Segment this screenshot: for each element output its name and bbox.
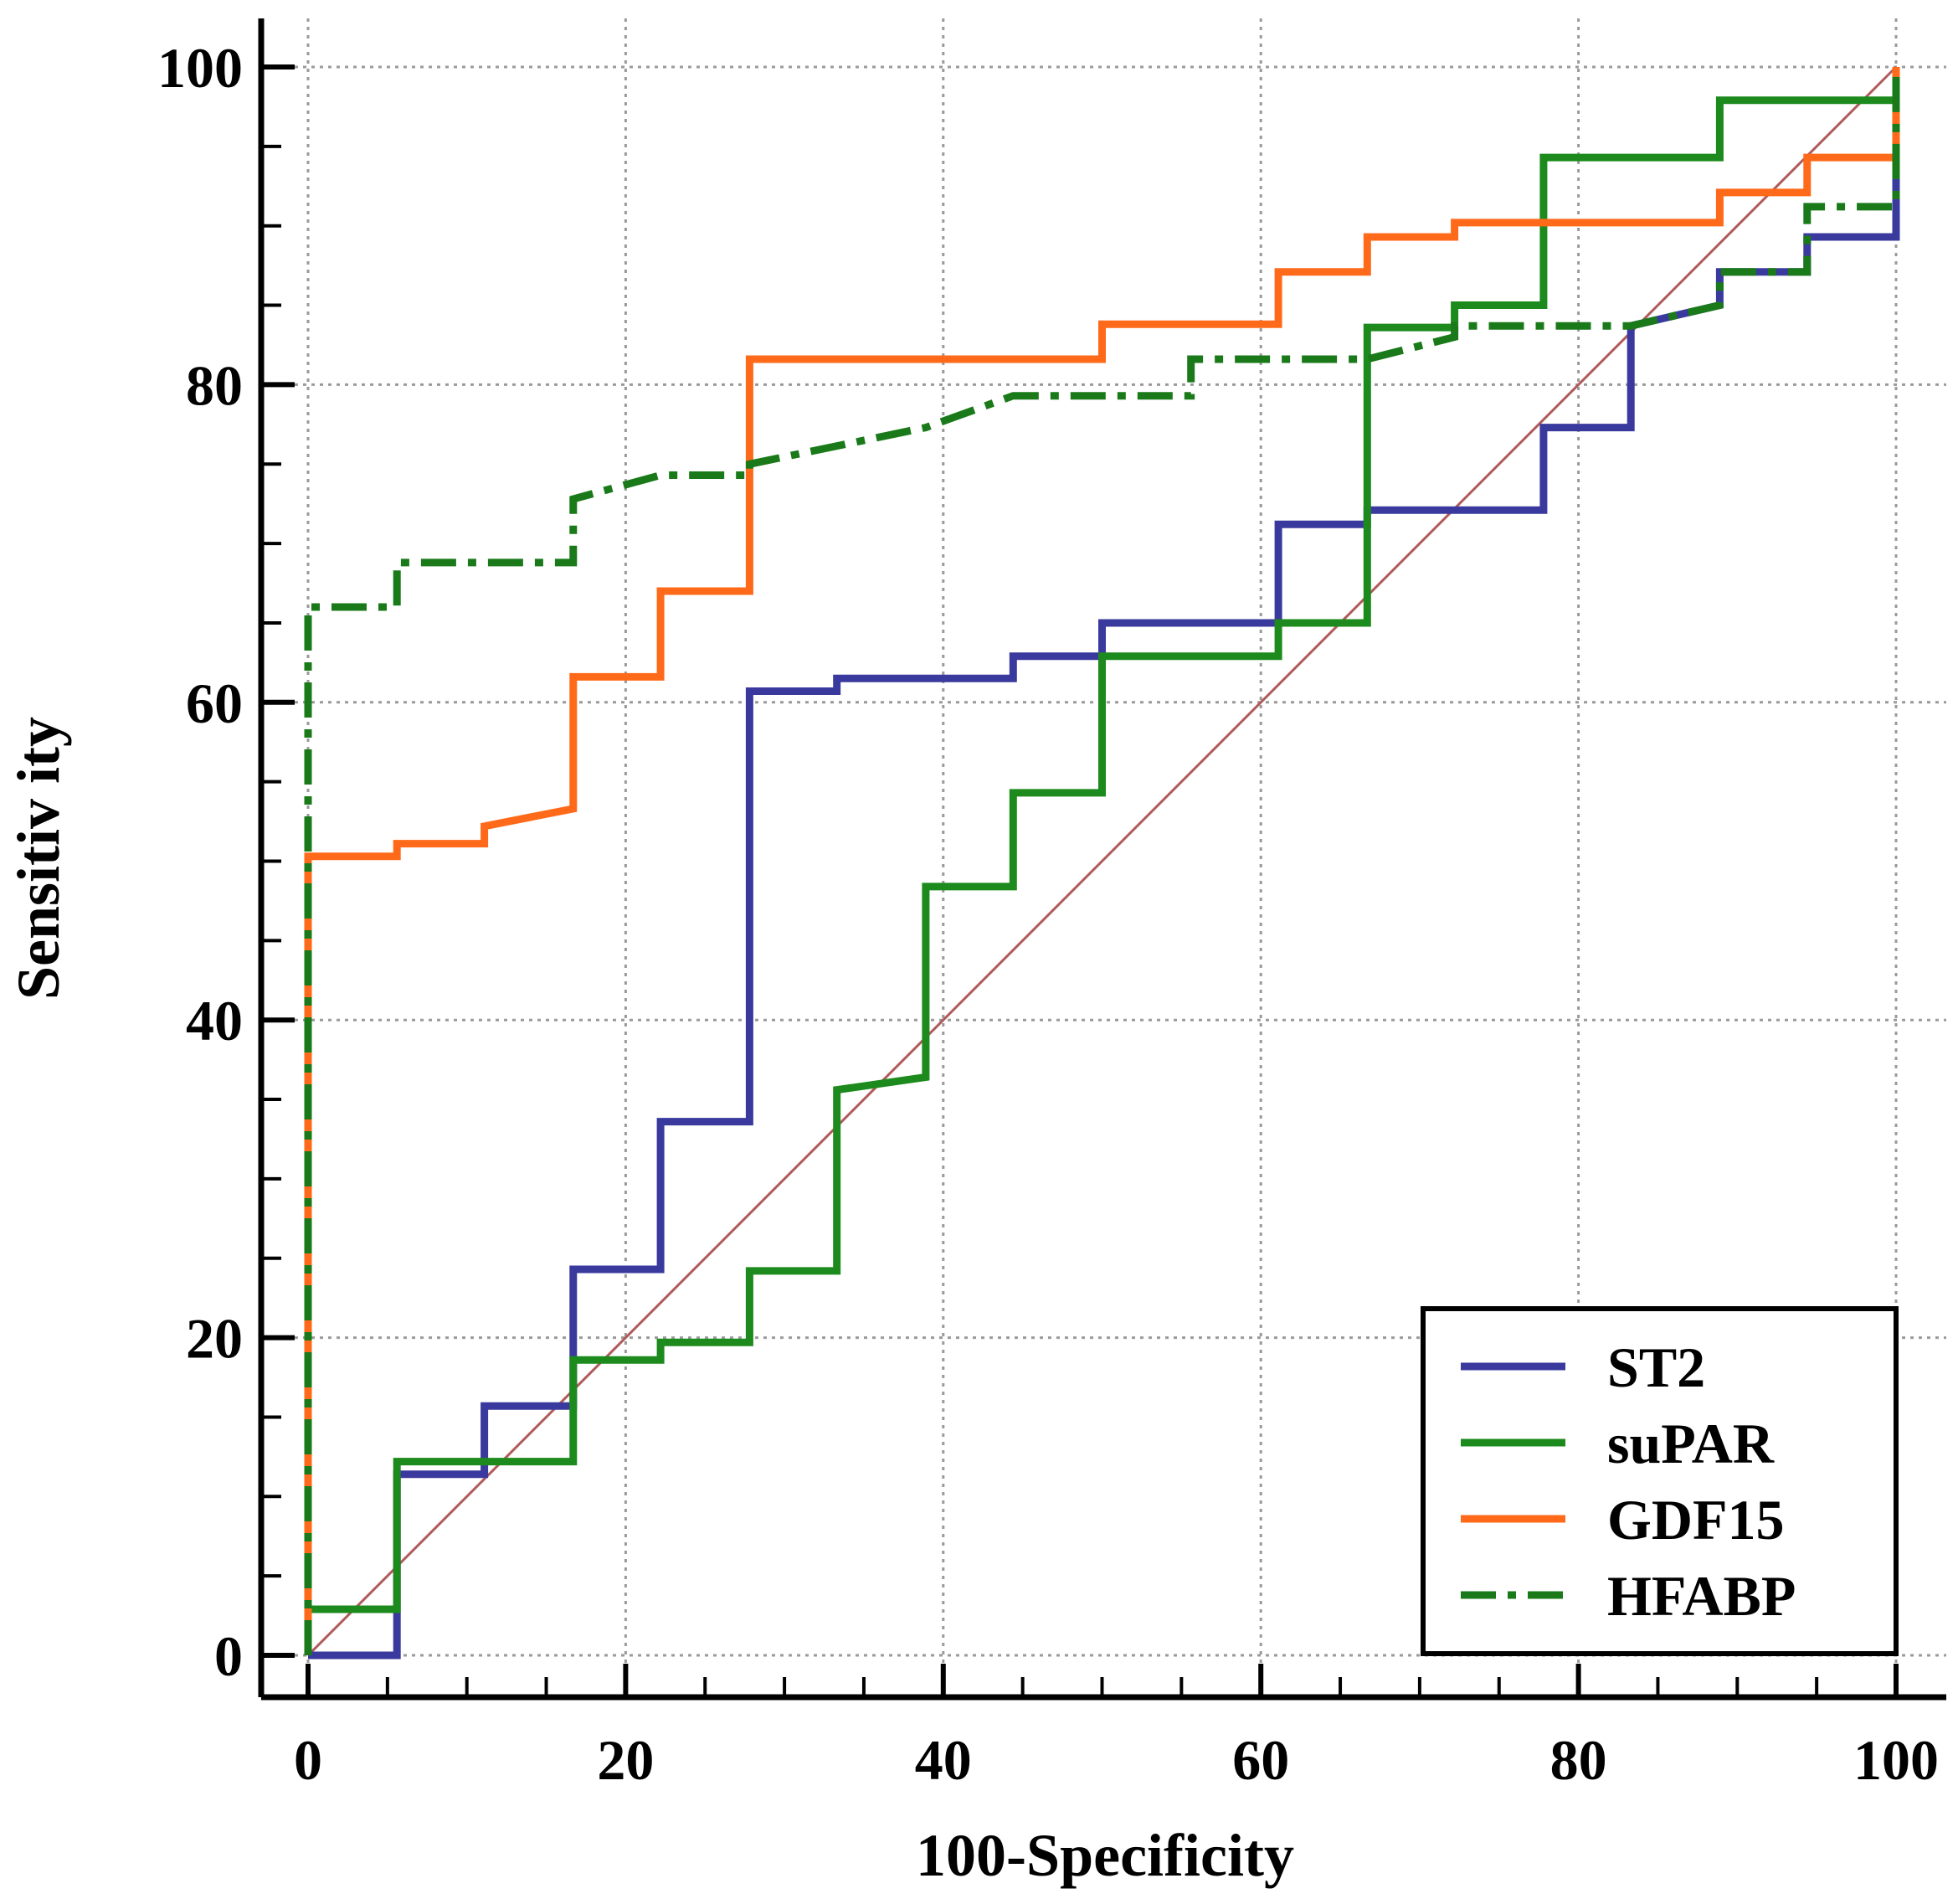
y-tick-label: 40 bbox=[186, 989, 243, 1052]
x-tick-label: 60 bbox=[1232, 1728, 1289, 1792]
y-axis-label: Sensitiv ity bbox=[5, 717, 72, 1000]
x-axis-ticks: 0 20 40 60 80 100 bbox=[294, 1664, 1939, 1792]
x-tick-label: 20 bbox=[597, 1728, 654, 1792]
legend: ST2 suPAR GDF15 HFABP bbox=[1421, 1306, 1899, 1656]
y-tick-label: 80 bbox=[186, 353, 243, 417]
series-line-gdf15 bbox=[304, 67, 1900, 1655]
series-line-supar bbox=[304, 67, 1900, 1655]
legend-label-st2: ST2 bbox=[1607, 1335, 1705, 1399]
y-axis-ticks: 0 20 40 60 80 100 bbox=[157, 36, 295, 1688]
series-line-hfabp bbox=[304, 67, 1900, 1655]
y-tick-label: 20 bbox=[186, 1307, 243, 1371]
x-tick-label: 80 bbox=[1550, 1728, 1607, 1792]
y-tick-label: 0 bbox=[214, 1624, 243, 1688]
series-lines bbox=[304, 67, 1900, 1660]
x-axis-label: 100-Specificity bbox=[916, 1822, 1294, 1889]
legend-label-gdf15: GDF15 bbox=[1607, 1488, 1785, 1552]
y-tick-label: 60 bbox=[186, 672, 243, 735]
x-tick-label: 100 bbox=[1853, 1728, 1939, 1792]
y-tick-label: 100 bbox=[157, 36, 243, 100]
x-tick-label: 40 bbox=[915, 1728, 972, 1792]
x-tick-label: 0 bbox=[294, 1728, 322, 1792]
legend-label-supar: suPAR bbox=[1607, 1412, 1775, 1475]
legend-label-hfabp: HFABP bbox=[1607, 1564, 1796, 1628]
